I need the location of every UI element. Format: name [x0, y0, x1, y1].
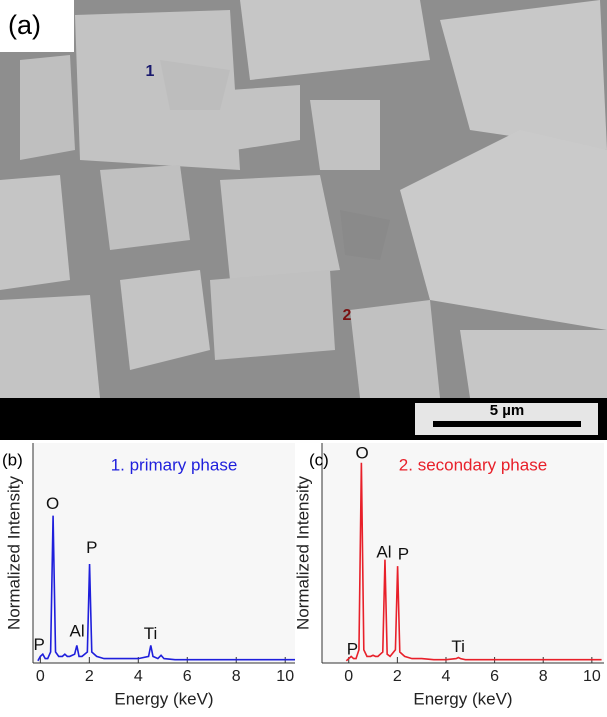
x-tick-label: 2 [85, 668, 94, 685]
peak-label: P [398, 545, 409, 564]
peak-label: P [33, 635, 44, 654]
x-tick-label: 10 [583, 668, 601, 685]
x-tick-label: 2 [393, 668, 402, 685]
panel-label: (b) [2, 450, 23, 469]
x-tick-label: 10 [276, 668, 294, 685]
sem-image [0, 0, 607, 440]
peak-label: Al [376, 542, 391, 561]
x-tick-label: 0 [36, 668, 45, 685]
x-axis-label: Energy (keV) [114, 689, 213, 708]
peak-label: Al [70, 622, 85, 641]
plot-area [322, 443, 604, 663]
scale-bar-label: 5 µm [490, 402, 525, 419]
plot-area [33, 443, 295, 663]
panel-label: (c) [309, 450, 329, 469]
marker: 2 [343, 307, 352, 324]
peak-label: Ti [451, 637, 465, 656]
x-axis-label: Energy (keV) [413, 689, 512, 708]
marker: 1 [146, 63, 155, 80]
peak-label: O [46, 494, 59, 513]
peak-label: P [347, 639, 358, 658]
x-tick-label: 4 [134, 668, 143, 685]
peak-label: Ti [144, 624, 158, 643]
x-tick-label: 8 [232, 668, 241, 685]
spectrum-line [37, 515, 295, 662]
spectrum-line [345, 462, 602, 662]
x-tick-label: 6 [183, 668, 192, 685]
peak-label: P [86, 538, 97, 557]
x-tick-label: 6 [490, 668, 499, 685]
x-tick-label: 8 [539, 668, 548, 685]
legend-entry: 2. secondary phase [399, 455, 547, 474]
y-axis-label: Normalized Intensity [4, 476, 23, 631]
panel-label: (a) [8, 10, 41, 40]
peak-label: O [355, 443, 368, 462]
x-tick-label: 4 [442, 668, 451, 685]
legend-entry: 1. primary phase [111, 455, 238, 474]
x-tick-label: 0 [344, 668, 353, 685]
y-axis-label: Normalized Intensity [293, 476, 312, 631]
